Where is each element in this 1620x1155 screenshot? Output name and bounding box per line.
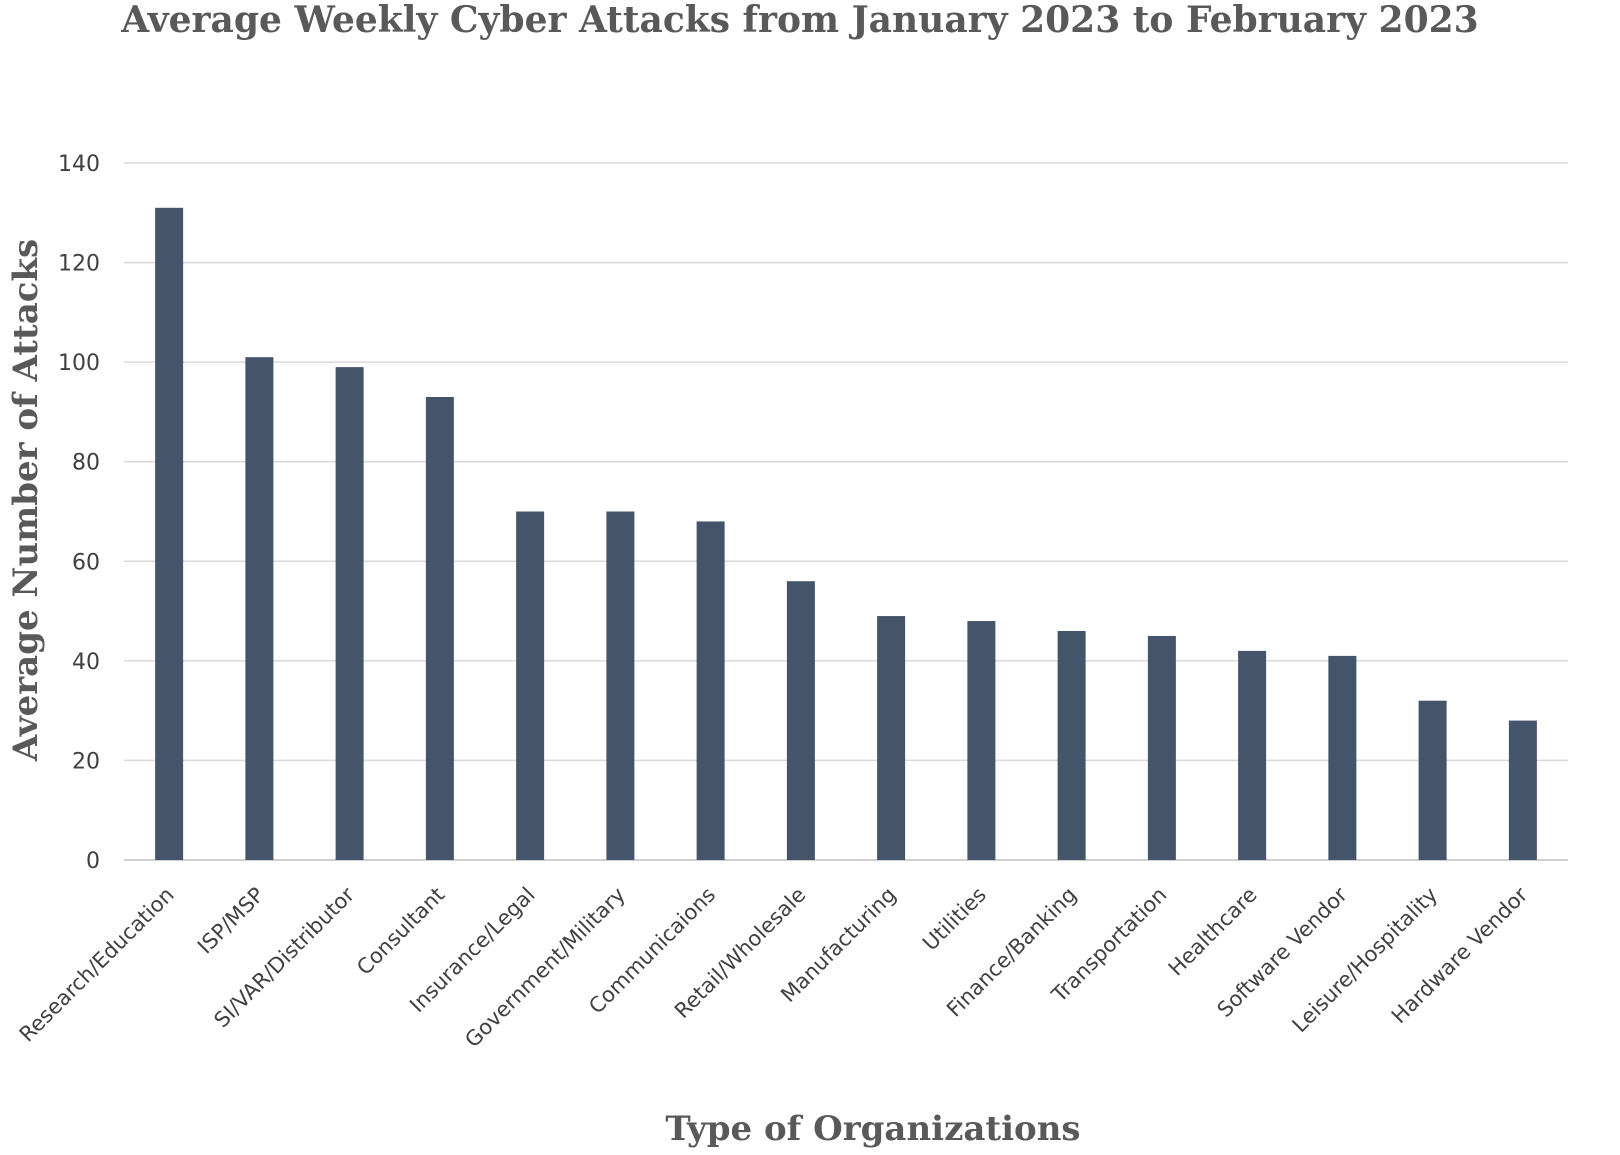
bar-consultant [425,396,454,860]
bar-communicaions [696,521,725,860]
bar-retail-wholesale [786,581,815,860]
bar-hardware-vendor [1508,720,1537,860]
bar-manufacturing [877,616,906,860]
bar-healthcare [1238,650,1267,860]
bar-software-vendor [1328,655,1357,860]
y-tick-label: 80 [72,451,100,476]
y-tick-label: 100 [58,351,100,376]
x-tick-label: Utilities [918,883,991,956]
x-axis-ticks: Research/Education ISP/MSPSI/VAR/Distribu… [15,882,1533,1052]
bars [155,207,1537,861]
x-tick-label: Consultant [352,883,449,980]
bar-si-var-distributor [335,367,364,860]
y-axis-title: Average Number of Attacks [6,239,46,762]
bar-leisure-hospitality [1418,700,1447,860]
bar-transportation [1147,635,1176,860]
bar-government-military [606,511,635,860]
y-tick-label: 0 [86,849,100,874]
gridlines [124,162,1568,861]
x-tick-label: ISP/MSP [193,883,269,959]
y-tick-label: 60 [72,550,100,575]
bar-utilities [967,621,996,860]
bar-isp-msp [245,357,274,860]
y-tick-label: 120 [58,252,100,277]
bar-finance-banking [1057,630,1086,860]
y-axis-ticks: 0 20 40 60 80 100 120 140 [58,152,100,874]
bar-insurance-legal [516,511,545,860]
x-tick-label: Research/Education [15,883,179,1047]
chart-title: Average Weekly Cyber Attacks from Januar… [120,0,1478,41]
y-tick-label: 40 [72,650,100,675]
x-axis-title: Type of Organizations [665,1109,1080,1149]
y-tick-label: 140 [58,152,100,177]
bar-research-education [155,207,184,861]
x-tick-label: Healthcare [1164,883,1262,981]
x-tick-label: Government/Military [460,883,630,1053]
y-tick-label: 20 [72,749,100,774]
